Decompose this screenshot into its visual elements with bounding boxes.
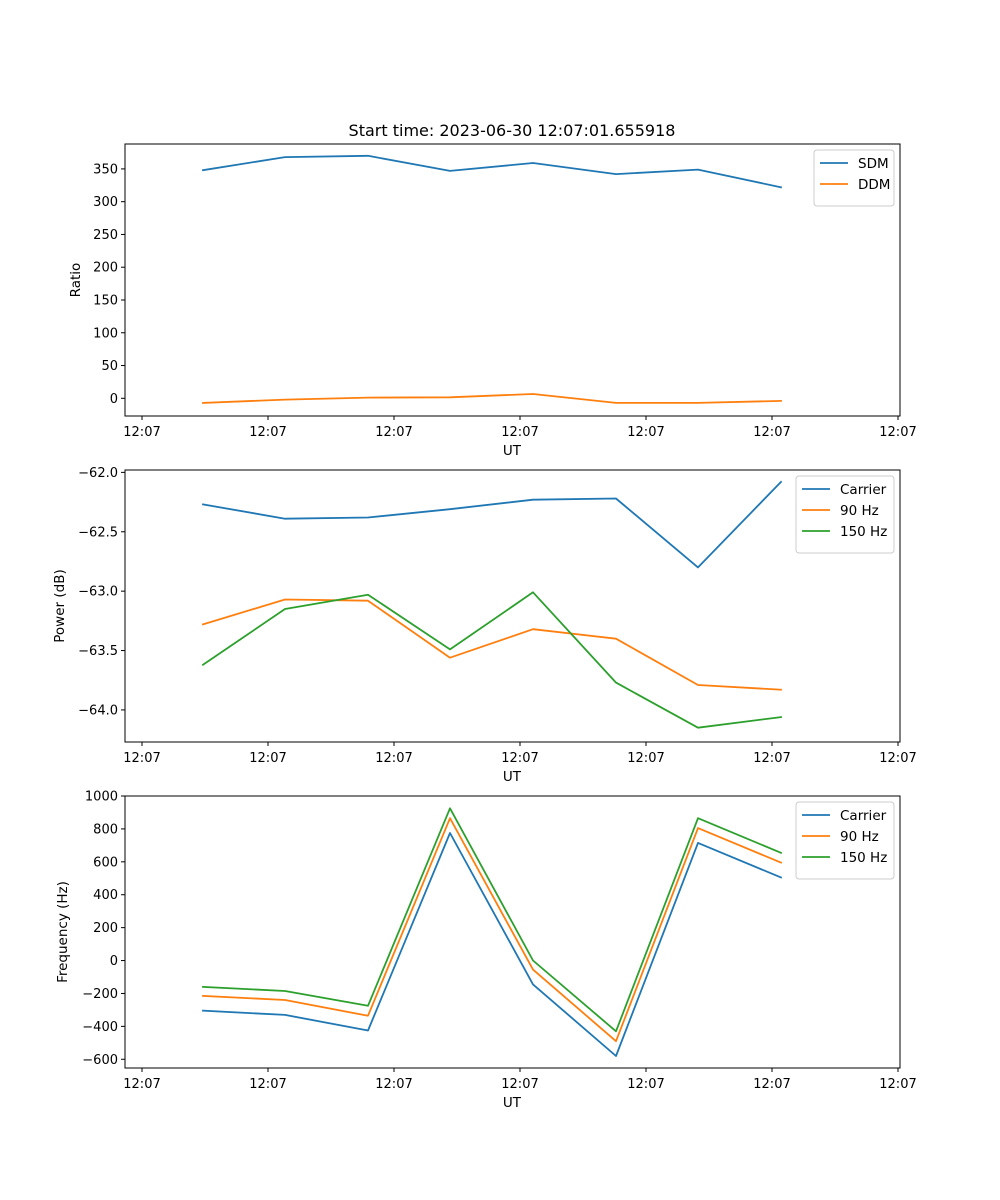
y-tick-label: −400 [82,1020,118,1035]
series-line-carrier [202,832,783,1057]
x-tick-label: 12:07 [123,425,160,440]
x-tick-label: 12:07 [501,425,538,440]
y-tick-label: −63.0 [78,585,118,600]
y-tick-label: 400 [93,888,118,903]
x-tick-label: 12:07 [123,1077,160,1092]
x-tick-label: 12:07 [375,751,412,766]
legend: Carrier 90 Hz 150 Hz [795,475,895,554]
y-tick-label: −200 [82,987,118,1002]
x-tick-label: 12:07 [879,1077,916,1092]
series-line-sdm [201,154,783,189]
x-tick-label: 12:07 [627,1077,664,1092]
x-axis-label: UT [503,769,522,785]
y-tick-label: −600 [82,1053,118,1068]
x-tick-label: 12:07 [753,425,790,440]
y-tick-label: 300 [93,195,118,210]
y-tick-label: 1000 [85,790,118,805]
y-tick-label: 350 [93,162,118,177]
y-axis-label: Power (dB) [52,569,68,642]
y-tick-label: 800 [93,822,118,837]
x-tick-label: 12:07 [249,751,286,766]
plot-area-ratio [124,143,901,417]
y-tick-label: −63.5 [78,644,118,659]
legend-entry: 150 Hz [840,524,887,540]
y-axis-label: Ratio [68,263,84,298]
legend-box [795,475,895,554]
x-tick-label: 12:07 [627,425,664,440]
legend-entry: 90 Hz [840,503,879,519]
y-tick-label: −62.5 [78,525,118,540]
series-line-carrier [201,480,783,569]
x-tick-label: 12:07 [879,425,916,440]
legend-entry: 90 Hz [840,829,879,845]
x-axis-label: UT [503,443,522,459]
series-line-90-hz [201,598,782,691]
y-tick-label: 200 [93,921,118,936]
x-tick-label: 12:07 [627,751,664,766]
y-tick-label: 250 [93,228,118,243]
x-tick-label: 12:07 [249,1077,286,1092]
legend-entry: Carrier [840,808,887,824]
legend-entry: 150 Hz [840,850,887,866]
plot-area-frequency [124,795,901,1069]
x-axis-label: UT [503,1095,522,1111]
series-line-ddm [202,393,782,404]
x-tick-label: 12:07 [879,751,916,766]
plot-area-power [124,469,901,743]
panel-ratio: 0 50 100 150 200 250 300 350 12:07 12:07 12:07 12:0… [68,143,917,459]
y-tick-label: 200 [93,261,118,276]
legend-entry: SDM [858,156,889,172]
y-axis-label: Frequency (Hz) [55,881,71,983]
x-tick-label: 12:07 [375,425,412,440]
y-tick-label: 100 [93,326,118,341]
x-tick-label: 12:07 [501,751,538,766]
x-tick-label: 12:07 [375,1077,412,1092]
panel-frequency: −600 −400 −200 0 200 400 600 800 1000 12:07 12:07 1… [55,790,917,1112]
series-line-90-hz [202,817,783,1043]
x-tick-label: 12:07 [753,1077,790,1092]
legend: SDM DDM [813,149,895,207]
y-tick-label: 50 [101,359,118,374]
legend: Carrier 90 Hz 150 Hz [795,801,895,880]
y-tick-label: 0 [110,954,118,969]
y-tick-label: −64.0 [78,703,118,718]
legend-entry: Carrier [840,482,887,498]
x-tick-label: 12:07 [249,425,286,440]
x-tick-label: 12:07 [501,1077,538,1092]
legend-box [795,801,895,880]
panel-power: −62.0 −62.5 −63.0 −63.5 −64.0 12:07 12:07 12:07… [52,466,917,785]
chart-title: Start time: 2023-06-30 12:07:01.655918 [349,121,676,140]
legend-entry: DDM [858,177,890,193]
legend-box [813,149,895,207]
series-line-150-hz [202,807,783,1033]
y-tick-label: 600 [93,855,118,870]
y-tick-label: −62.0 [78,466,118,481]
y-tick-label: 0 [110,392,118,407]
y-tick-label: 150 [93,293,118,308]
x-tick-label: 12:07 [123,751,160,766]
series-line-150-hz [201,591,783,729]
x-tick-label: 12:07 [753,751,790,766]
